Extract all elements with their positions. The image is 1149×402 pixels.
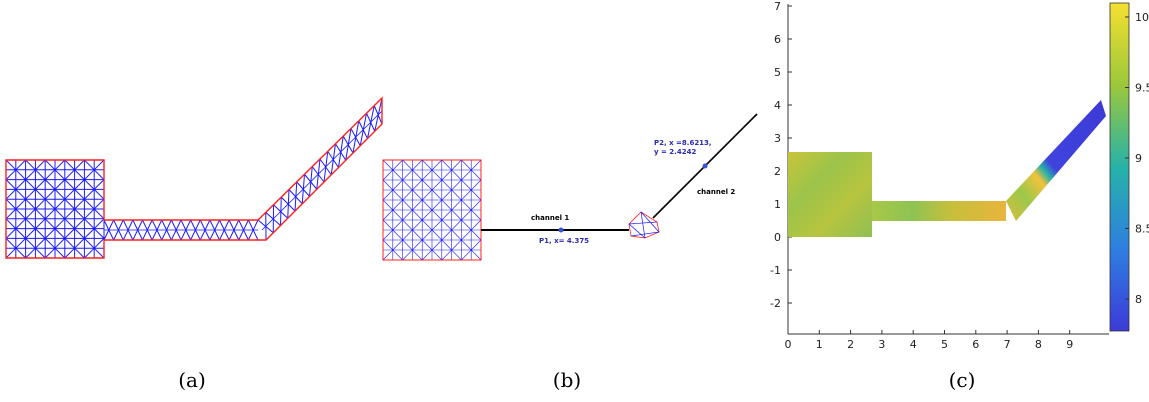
mesh-figure: [5, 96, 383, 259]
colorbar-tick-label: 8.5: [1135, 223, 1149, 236]
x-ticks: 0 1 2 3 4 5 6 7 8 9: [785, 330, 1073, 351]
x-tick-label: 8: [1035, 338, 1042, 351]
y-tick-label: -1: [770, 264, 781, 277]
colorbar-tick-label: 9: [1135, 152, 1142, 165]
y-tick-label: 6: [774, 33, 781, 46]
x-tick-label: 0: [785, 338, 792, 351]
colorbar-tick-label: 9.5: [1135, 82, 1149, 95]
panel-b-network: channel 1 channel 2 P1, x= 4.375 P2, x =…: [375, 0, 760, 402]
y-tick-label: 5: [774, 66, 781, 79]
y-tick-label: 1: [774, 198, 781, 211]
x-tick-label: 9: [1066, 338, 1073, 351]
y-tick-label: 4: [774, 99, 781, 112]
colorbar-tick-label: 10: [1135, 11, 1149, 24]
x-tick-label: 1: [816, 338, 823, 351]
x-tick-label: 7: [1004, 338, 1011, 351]
point-p1-label: P1, x= 4.375: [539, 237, 589, 245]
point-p2-label-line1: P2, x =8.6213,: [654, 139, 712, 147]
x-tick-label: 2: [847, 338, 854, 351]
reservoir-boundary: [382, 159, 482, 261]
channel-2-label: channel 2: [697, 188, 735, 196]
colorbar-ticks: 10 9.5 9 8.5 8: [1125, 11, 1149, 306]
x-tick-label: 5: [941, 338, 948, 351]
point-p2-marker: [702, 163, 708, 169]
point-p1-marker: [558, 227, 564, 233]
channel-1-label: channel 1: [531, 214, 569, 222]
y-tick-label: 2: [774, 165, 781, 178]
mesh-boundary: [5, 96, 383, 259]
network-figure: channel 1 channel 2 P1, x= 4.375 P2, x =…: [382, 113, 758, 261]
x-tick-label: 4: [910, 338, 917, 351]
panel-a-mesh: [0, 0, 390, 402]
channel-1-field: [872, 201, 1006, 221]
reservoir-field: [788, 152, 872, 237]
colorbar-tick-label: 8: [1135, 293, 1142, 306]
y-tick-label: 3: [774, 132, 781, 145]
channel-2-field: [1006, 100, 1106, 221]
y-ticks: 7 6 5 4 3 2 1 0 -1 -2: [770, 0, 792, 310]
point-p2-label-line2: y = 2.4242: [654, 148, 696, 156]
x-tick-label: 3: [878, 338, 885, 351]
y-tick-label: 0: [774, 231, 781, 244]
caption-b: (b): [552, 368, 582, 392]
colorbar: [1109, 2, 1130, 332]
y-tick-label: -2: [770, 297, 781, 310]
caption-c: (c): [948, 368, 976, 392]
junction-mesh: [628, 211, 660, 239]
reservoir-mesh: [382, 159, 482, 261]
caption-a: (a): [178, 368, 206, 392]
x-tick-label: 6: [972, 338, 979, 351]
mesh-triangles: [5, 97, 383, 259]
y-tick-label: 7: [774, 0, 781, 13]
